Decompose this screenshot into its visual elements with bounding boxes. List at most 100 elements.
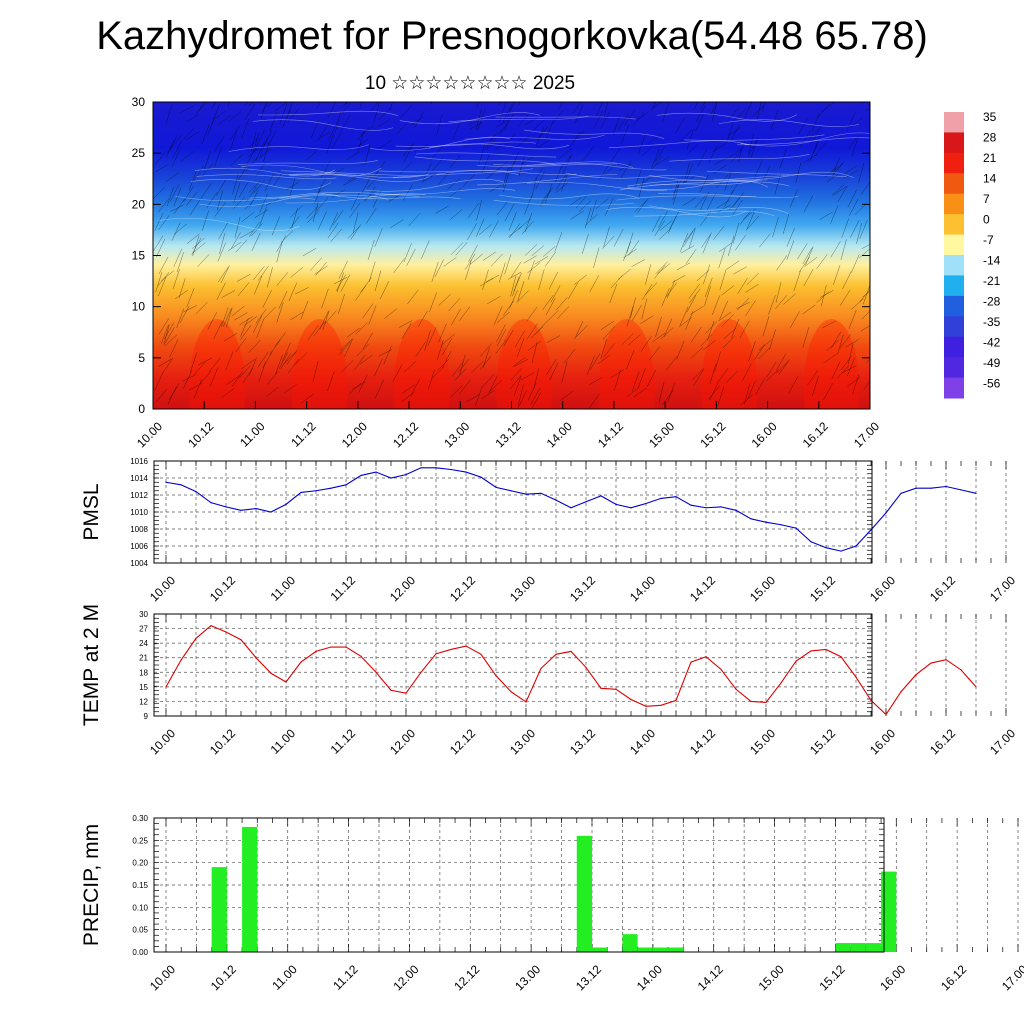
wind-streak — [560, 390, 574, 401]
wind-streak — [833, 265, 841, 285]
wind-streak — [157, 277, 167, 297]
wind-streak — [192, 235, 200, 257]
wind-streak — [401, 322, 412, 339]
wind-streak — [248, 180, 261, 193]
wind-streak — [306, 205, 319, 219]
pmsl-point — [915, 487, 917, 489]
wind-streak — [214, 202, 226, 217]
wind-streak — [257, 265, 269, 281]
pmsl-point — [780, 524, 782, 526]
wind-streak — [279, 104, 287, 124]
wind-streak — [590, 353, 601, 370]
y-tick-label: 0.10 — [132, 903, 148, 912]
wind-streak — [704, 285, 712, 307]
wind-streak — [699, 174, 709, 193]
wind-streak — [324, 310, 337, 324]
wind-streak — [257, 351, 269, 368]
wind-streak — [241, 118, 249, 139]
wind-streak — [240, 325, 252, 340]
wind-streak — [217, 266, 229, 283]
wind-streak — [247, 146, 261, 158]
isotherm — [648, 205, 790, 215]
wind-streak — [833, 161, 845, 175]
wind-streak — [266, 266, 273, 288]
wind-streak — [436, 339, 444, 361]
wind-streak — [164, 326, 175, 344]
wind-streak — [262, 130, 273, 148]
wind-streak — [804, 257, 818, 267]
wind-streak — [634, 200, 648, 212]
precip-bar — [576, 835, 592, 952]
x-tick-label: 14.00 — [627, 726, 658, 757]
x-tick-label: 13.00 — [507, 726, 538, 757]
wind-streak — [314, 265, 328, 275]
pmsl-point — [345, 484, 347, 486]
temp-2m-point — [885, 713, 887, 716]
wind-streak — [535, 171, 545, 190]
isotherm — [499, 193, 640, 200]
wind-streak — [193, 165, 205, 181]
wind-streak — [342, 102, 352, 114]
x-tick-label: 10.00 — [147, 573, 178, 604]
pmsl-point — [930, 487, 932, 489]
wind-streak — [673, 183, 680, 205]
x-tick-label: 10.12 — [207, 573, 238, 604]
x-tick-label: 15.00 — [756, 962, 787, 993]
x-tick-label: 16.12 — [927, 726, 958, 757]
wind-streak — [195, 301, 208, 315]
colorbar-label: -7 — [983, 233, 994, 247]
wind-streak — [676, 262, 691, 271]
wind-streak — [831, 157, 840, 177]
wind-streak — [678, 317, 692, 328]
wind-streak — [486, 168, 499, 180]
wind-streak — [221, 290, 236, 298]
isotherm — [656, 112, 797, 122]
wind-streak — [503, 300, 514, 316]
wind-streak — [658, 210, 668, 229]
wind-streak — [778, 359, 790, 375]
wind-streak — [562, 155, 572, 174]
temp-2m-point — [870, 699, 872, 702]
precip-bar — [881, 871, 897, 952]
wind-streak — [546, 119, 554, 139]
wind-streak — [157, 198, 170, 213]
wind-streak — [496, 201, 508, 216]
pmsl-point — [405, 474, 407, 476]
isotherm — [493, 199, 634, 206]
wind-streak — [158, 318, 170, 335]
wind-streak — [468, 244, 478, 262]
wind-streak — [429, 292, 437, 312]
x-tick-label: 13.00 — [512, 962, 543, 993]
wind-streak — [272, 171, 284, 187]
wind-streak — [275, 354, 283, 375]
y-tick-label: 9 — [144, 712, 149, 721]
wind-streak — [761, 102, 765, 112]
wind-streak — [155, 272, 163, 293]
wind-streak — [467, 223, 477, 241]
wind-streak — [478, 144, 486, 165]
warm-cell — [496, 319, 553, 409]
wind-streak — [254, 209, 268, 219]
wind-streak — [431, 145, 444, 159]
y-tick-label: 27 — [139, 625, 148, 634]
wind-streak — [521, 221, 534, 235]
temp-2m-point — [720, 668, 722, 670]
wind-streak — [468, 117, 483, 126]
temp-2m-point — [930, 662, 932, 664]
wind-streak — [481, 153, 490, 173]
temp-2m-point — [855, 676, 857, 678]
wind-streak — [361, 176, 371, 194]
wind-streak — [514, 358, 528, 367]
wind-streak — [663, 318, 673, 338]
isotherm — [196, 174, 337, 180]
wind-streak — [568, 196, 582, 207]
y-tick-label: 1006 — [130, 542, 148, 551]
y-tick-label: 0.00 — [132, 948, 148, 957]
wind-streak — [797, 243, 808, 260]
temp-2m-point — [195, 637, 197, 639]
x-tick-label: 16.00 — [867, 573, 898, 604]
colorbar-label: -21 — [983, 274, 1001, 288]
isotherm — [364, 179, 505, 192]
x-tick-label: 13.00 — [507, 573, 538, 604]
wind-streak — [388, 193, 402, 202]
